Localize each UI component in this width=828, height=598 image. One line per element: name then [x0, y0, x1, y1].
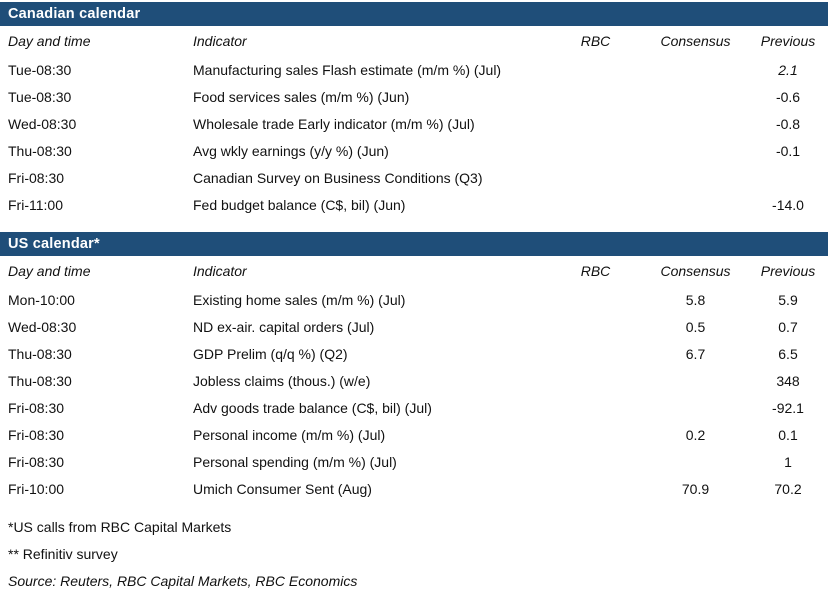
row-indicator: Avg wkly earnings (y/y %) (Jun) [193, 142, 389, 159]
row-day-time: Mon-10:00 [8, 291, 75, 308]
row-day-time: Fri-08:30 [8, 453, 65, 470]
row-indicator: Fed budget balance (C$, bil) (Jun) [193, 196, 406, 213]
row-day-time: Fri-08:30 [8, 399, 65, 416]
calendar-row: Thu-08:30 Jobless claims (thous.) (w/e) … [0, 367, 828, 394]
section-title: US calendar* [8, 236, 100, 252]
row-previous-value: -0.8 [775, 115, 801, 132]
row-day-time: Fri-08:30 [8, 426, 65, 443]
calendar-section: Canadian calendar Day and time Indicator… [0, 2, 828, 218]
column-header-row: Day and time Indicator RBC Consensus Pre… [0, 256, 828, 286]
row-previous-value: 348 [776, 372, 800, 389]
row-previous-value: 5.9 [778, 291, 798, 308]
row-indicator: Food services sales (m/m %) (Jun) [193, 88, 410, 105]
section-header-bar: Canadian calendar [0, 2, 828, 26]
row-consensus-value: 0.2 [685, 426, 706, 443]
calendar-row: Fri-08:30 Adv goods trade balance (C$, b… [0, 394, 828, 421]
row-consensus-value: 5.8 [685, 291, 706, 308]
row-day-time: Thu-08:30 [8, 345, 72, 362]
row-indicator: Jobless claims (thous.) (w/e) [193, 372, 371, 389]
row-indicator: Personal income (m/m %) (Jul) [193, 426, 386, 443]
row-indicator: Existing home sales (m/m %) (Jul) [193, 291, 406, 308]
section-title: Canadian calendar [8, 6, 141, 22]
col-header-day-and-time: Day and time [8, 33, 91, 49]
row-indicator: Umich Consumer Sent (Aug) [193, 480, 372, 497]
row-previous-value: -0.1 [775, 142, 801, 159]
section-header-bar: US calendar* [0, 232, 828, 256]
row-previous-value: 0.7 [778, 318, 798, 335]
footnote-line: Source: Reuters, RBC Capital Markets, RB… [8, 573, 358, 589]
section-rows: Mon-10:00 Existing home sales (m/m %) (J… [0, 286, 828, 502]
calendar-row: Tue-08:30 Manufacturing sales Flash esti… [0, 56, 828, 83]
row-indicator: ND ex-air. capital orders (Jul) [193, 318, 375, 335]
row-consensus-value: 0.5 [685, 318, 706, 335]
row-indicator: Canadian Survey on Business Conditions (… [193, 169, 483, 186]
row-previous-value: -14.0 [772, 196, 804, 213]
footnote-line: ** Refinitiv survey [8, 546, 118, 562]
row-day-time: Fri-08:30 [8, 169, 65, 186]
row-indicator: Manufacturing sales Flash estimate (m/m … [193, 61, 502, 78]
row-day-time: Fri-10:00 [8, 480, 65, 497]
col-header-previous: Previous [760, 33, 816, 49]
row-consensus-value: 6.7 [685, 345, 706, 362]
calendar-row: Wed-08:30 ND ex-air. capital orders (Jul… [0, 313, 828, 340]
row-previous-value: 1 [784, 453, 792, 470]
calendar-row: Fri-11:00 Fed budget balance (C$, bil) (… [0, 191, 828, 218]
calendar-row: Wed-08:30 Wholesale trade Early indicato… [0, 110, 828, 137]
row-indicator: Adv goods trade balance (C$, bil) (Jul) [193, 399, 432, 416]
row-indicator: Wholesale trade Early indicator (m/m %) … [193, 115, 475, 132]
row-previous-value: -92.1 [772, 399, 804, 416]
row-previous-value: 0.1 [778, 426, 798, 443]
row-day-time: Tue-08:30 [8, 88, 72, 105]
calendar-row: Fri-08:30 Canadian Survey on Business Co… [0, 164, 828, 191]
col-header-rbc: RBC [580, 263, 611, 279]
row-day-time: Thu-08:30 [8, 142, 72, 159]
row-previous-value: -0.6 [775, 88, 801, 105]
calendar-row: Fri-10:00 Umich Consumer Sent (Aug) 70.9… [0, 475, 828, 502]
row-day-time: Thu-08:30 [8, 372, 72, 389]
row-day-time: Wed-08:30 [8, 115, 77, 132]
row-previous-value: 2.1 [778, 61, 798, 78]
col-header-consensus: Consensus [660, 263, 731, 279]
row-previous-value: 6.5 [778, 345, 798, 362]
col-header-day-and-time: Day and time [8, 263, 91, 279]
row-indicator: GDP Prelim (q/q %) (Q2) [193, 345, 348, 362]
col-header-indicator: Indicator [193, 33, 247, 49]
section-rows: Tue-08:30 Manufacturing sales Flash esti… [0, 56, 828, 218]
column-header-row: Day and time Indicator RBC Consensus Pre… [0, 26, 828, 56]
calendar-row: Fri-08:30 Personal income (m/m %) (Jul) … [0, 421, 828, 448]
row-day-time: Tue-08:30 [8, 61, 72, 78]
calendar-row: Fri-08:30 Personal spending (m/m %) (Jul… [0, 448, 828, 475]
calendar-row: Mon-10:00 Existing home sales (m/m %) (J… [0, 286, 828, 313]
col-header-indicator: Indicator [193, 263, 247, 279]
row-day-time: Wed-08:30 [8, 318, 77, 335]
calendar-row: Thu-08:30 Avg wkly earnings (y/y %) (Jun… [0, 137, 828, 164]
row-indicator: Personal spending (m/m %) (Jul) [193, 453, 397, 470]
calendar-section: US calendar* Day and time Indicator RBC … [0, 232, 828, 502]
row-previous-value: 70.2 [774, 480, 802, 497]
col-header-previous: Previous [760, 263, 816, 279]
footnote-line: *US calls from RBC Capital Markets [8, 519, 232, 535]
row-consensus-value: 70.9 [681, 480, 710, 497]
calendar-row: Tue-08:30 Food services sales (m/m %) (J… [0, 83, 828, 110]
row-day-time: Fri-11:00 [8, 196, 63, 213]
col-header-consensus: Consensus [660, 33, 731, 49]
calendar-sections: Canadian calendar Day and time Indicator… [0, 2, 828, 502]
footnotes: *US calls from RBC Capital Markets ** Re… [0, 514, 828, 595]
calendar-row: Thu-08:30 GDP Prelim (q/q %) (Q2) 6.7 6.… [0, 340, 828, 367]
col-header-rbc: RBC [580, 33, 611, 49]
